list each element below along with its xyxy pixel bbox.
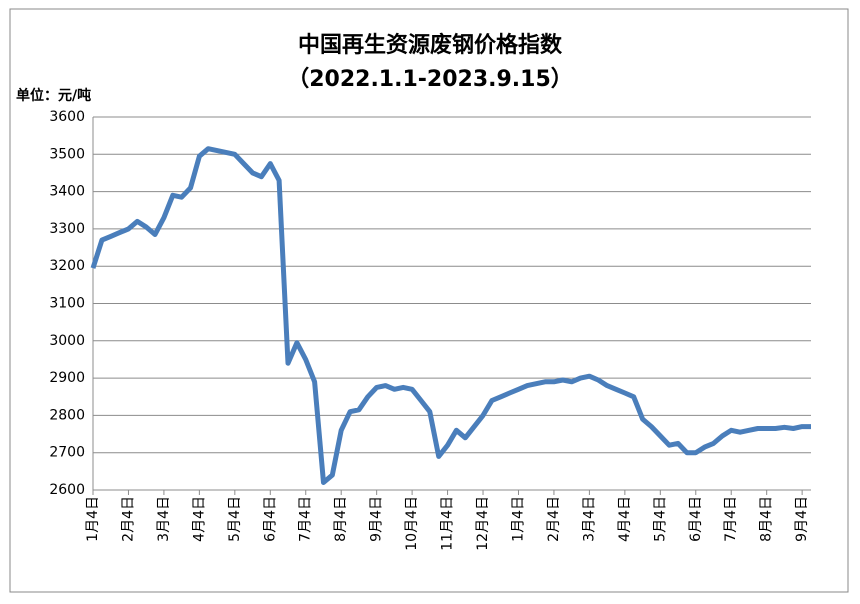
chart-border [9,8,849,593]
x-tick-label: 7月4日 [298,496,314,542]
data-line [90,146,811,485]
x-tick-label: 4月4日 [191,496,207,542]
x-tick-label: 1月4日 [510,496,526,542]
y-tick-label: 2900 [49,370,85,386]
y-tick-label: 2700 [49,445,85,461]
y-tick-label: 3600 [49,109,85,125]
y-tick-label: 2600 [49,482,85,498]
y-tick-label: 2800 [49,407,85,423]
x-tick-label: 8月4日 [759,496,775,542]
x-tick-label: 2月4日 [546,496,562,542]
chart-title: 中国再生资源废钢价格指数 [298,32,563,58]
y-tick-label: 3400 [49,184,85,200]
x-tick-label: 12月4日 [475,496,491,551]
x-tick-label: 7月4日 [723,496,739,542]
x-tick-label: 9月4日 [369,496,385,542]
chart-subtitle: （2022.1.1-2023.9.15） [287,67,573,92]
y-tick-label: 3100 [49,296,85,312]
x-tick-label: 3月4日 [581,496,597,542]
x-tick-label: 3月4日 [156,496,172,542]
x-tick-label: 5月4日 [652,496,668,542]
x-tick-label: 10月4日 [404,496,420,551]
x-tick-label: 9月4日 [794,496,810,542]
y-tick-label: 3300 [49,221,85,237]
x-tick-label: 1月4日 [85,496,101,542]
x-tick-label: 8月4日 [333,496,349,542]
y-tick-label: 3200 [49,258,85,274]
y-tick-label: 3000 [49,333,85,349]
y-tick-label: 3500 [49,146,85,162]
x-tick-label: 5月4日 [227,496,243,542]
y-axis-label: 单位：元/吨 [16,87,91,104]
x-tick-label: 4月4日 [617,496,633,542]
x-tick-label: 11月4日 [440,496,456,551]
x-tick-label: 2月4日 [120,496,136,542]
x-tick-label: 6月4日 [688,496,704,542]
x-tick-label: 6月4日 [262,496,278,542]
